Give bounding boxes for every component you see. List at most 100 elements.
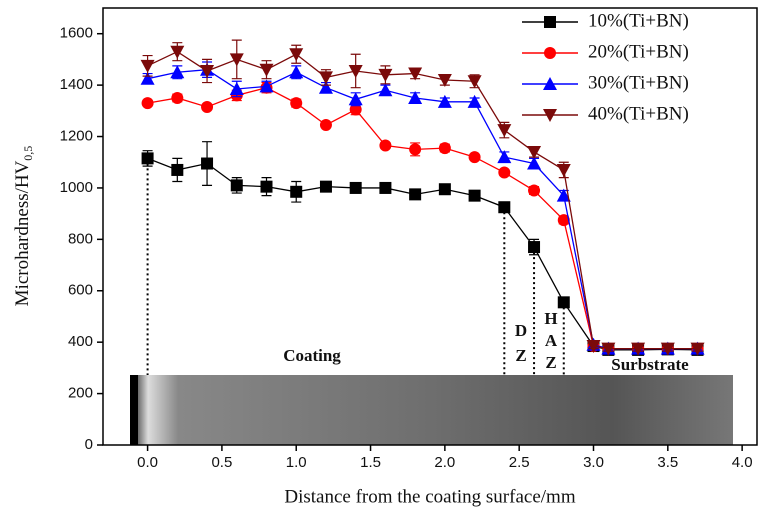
data-point xyxy=(141,97,154,110)
x-tick-label: 2.5 xyxy=(509,454,530,471)
data-point xyxy=(409,188,422,201)
data-point xyxy=(556,188,571,202)
data-point xyxy=(438,183,451,196)
data-point xyxy=(379,181,392,194)
data-point xyxy=(171,91,184,104)
annotation: A xyxy=(545,331,558,350)
data-point xyxy=(467,75,482,89)
data-point xyxy=(170,65,185,79)
legend-label: 30%(Ti+BN) xyxy=(588,72,689,93)
data-point xyxy=(318,80,333,94)
x-tick-label: 2.0 xyxy=(434,454,455,471)
data-point xyxy=(318,71,333,85)
y-axis-label-main: Microhardness/HV xyxy=(12,160,33,306)
data-point xyxy=(528,184,541,197)
series-line xyxy=(147,86,698,350)
data-point xyxy=(660,342,675,356)
data-point xyxy=(498,201,511,214)
data-point xyxy=(408,90,423,104)
legend-label: 20%(Ti+BN) xyxy=(588,41,689,62)
data-point xyxy=(140,71,155,85)
data-point xyxy=(319,118,332,131)
legend-label: 40%(Ti+BN) xyxy=(588,103,689,124)
legend-marker xyxy=(544,16,556,28)
series-line xyxy=(147,50,698,350)
y-tick-label: 1000 xyxy=(60,179,93,196)
data-point xyxy=(140,59,155,73)
annotation: Z xyxy=(545,353,556,372)
data-point xyxy=(528,241,541,254)
y-tick-label: 200 xyxy=(68,385,93,402)
x-tick-label: 1.0 xyxy=(286,454,307,471)
y-tick-label: 600 xyxy=(68,282,93,299)
data-point xyxy=(498,166,511,179)
data-point xyxy=(289,48,304,62)
data-point xyxy=(527,145,542,159)
data-point xyxy=(379,139,392,152)
data-point xyxy=(438,142,451,155)
legend-label: 10%(Ti+BN) xyxy=(588,10,689,31)
y-tick-label: 1600 xyxy=(60,25,93,42)
data-point xyxy=(497,150,512,164)
data-point xyxy=(527,156,542,170)
plot-frame xyxy=(102,7,758,446)
data-point xyxy=(378,68,393,82)
data-point xyxy=(586,340,601,354)
data-point xyxy=(631,342,646,356)
data-point xyxy=(437,94,452,108)
data-point xyxy=(409,143,422,156)
micrograph-edge xyxy=(130,375,138,445)
data-point xyxy=(690,342,705,356)
data-point xyxy=(378,83,393,97)
data-point xyxy=(319,180,332,193)
annotation: Z xyxy=(515,346,526,365)
data-point xyxy=(259,63,274,77)
annotation: D xyxy=(515,321,527,340)
annotation: H xyxy=(544,309,557,328)
legend-marker xyxy=(543,109,557,122)
y-tick-label: 1200 xyxy=(60,127,93,144)
series-line xyxy=(147,157,698,351)
y-tick-label: 800 xyxy=(68,230,93,247)
data-point xyxy=(260,180,273,193)
data-point xyxy=(229,53,244,67)
legend-marker xyxy=(543,77,557,90)
data-point xyxy=(557,214,570,227)
data-point xyxy=(141,152,154,165)
data-point xyxy=(229,81,244,95)
data-point xyxy=(259,79,274,93)
data-point xyxy=(171,163,184,176)
x-tick-label: 4.0 xyxy=(732,454,753,471)
y-axis-label: Microhardness/HV0,5 xyxy=(12,146,34,307)
x-tick-label: 0.5 xyxy=(211,454,232,471)
legend-marker xyxy=(544,47,556,59)
data-point xyxy=(201,100,214,113)
data-point xyxy=(349,181,362,194)
y-tick-label: 400 xyxy=(68,333,93,350)
x-tick-label: 1.5 xyxy=(360,454,381,471)
x-axis-label: Distance from the coating surface/mm xyxy=(284,486,575,507)
data-point xyxy=(408,67,423,81)
y-axis-label-sub: 0,5 xyxy=(21,146,35,161)
data-point xyxy=(468,189,481,202)
data-point xyxy=(468,151,481,164)
x-tick-label: 3.5 xyxy=(657,454,678,471)
data-point xyxy=(556,163,571,177)
data-point xyxy=(290,97,303,110)
data-point xyxy=(348,92,363,106)
data-point xyxy=(201,157,214,170)
data-point xyxy=(349,103,362,116)
data-point xyxy=(290,185,303,198)
data-point xyxy=(170,45,185,59)
annotation: Surbstrate xyxy=(611,355,689,374)
annotation: Coating xyxy=(283,346,341,365)
x-tick-label: 0.0 xyxy=(137,454,158,471)
micrograph xyxy=(130,375,733,445)
data-point xyxy=(200,64,215,78)
data-point xyxy=(467,94,482,108)
data-point xyxy=(557,296,570,309)
y-tick-label: 1400 xyxy=(60,76,93,93)
data-point xyxy=(230,179,243,192)
y-tick-label: 0 xyxy=(85,436,93,453)
